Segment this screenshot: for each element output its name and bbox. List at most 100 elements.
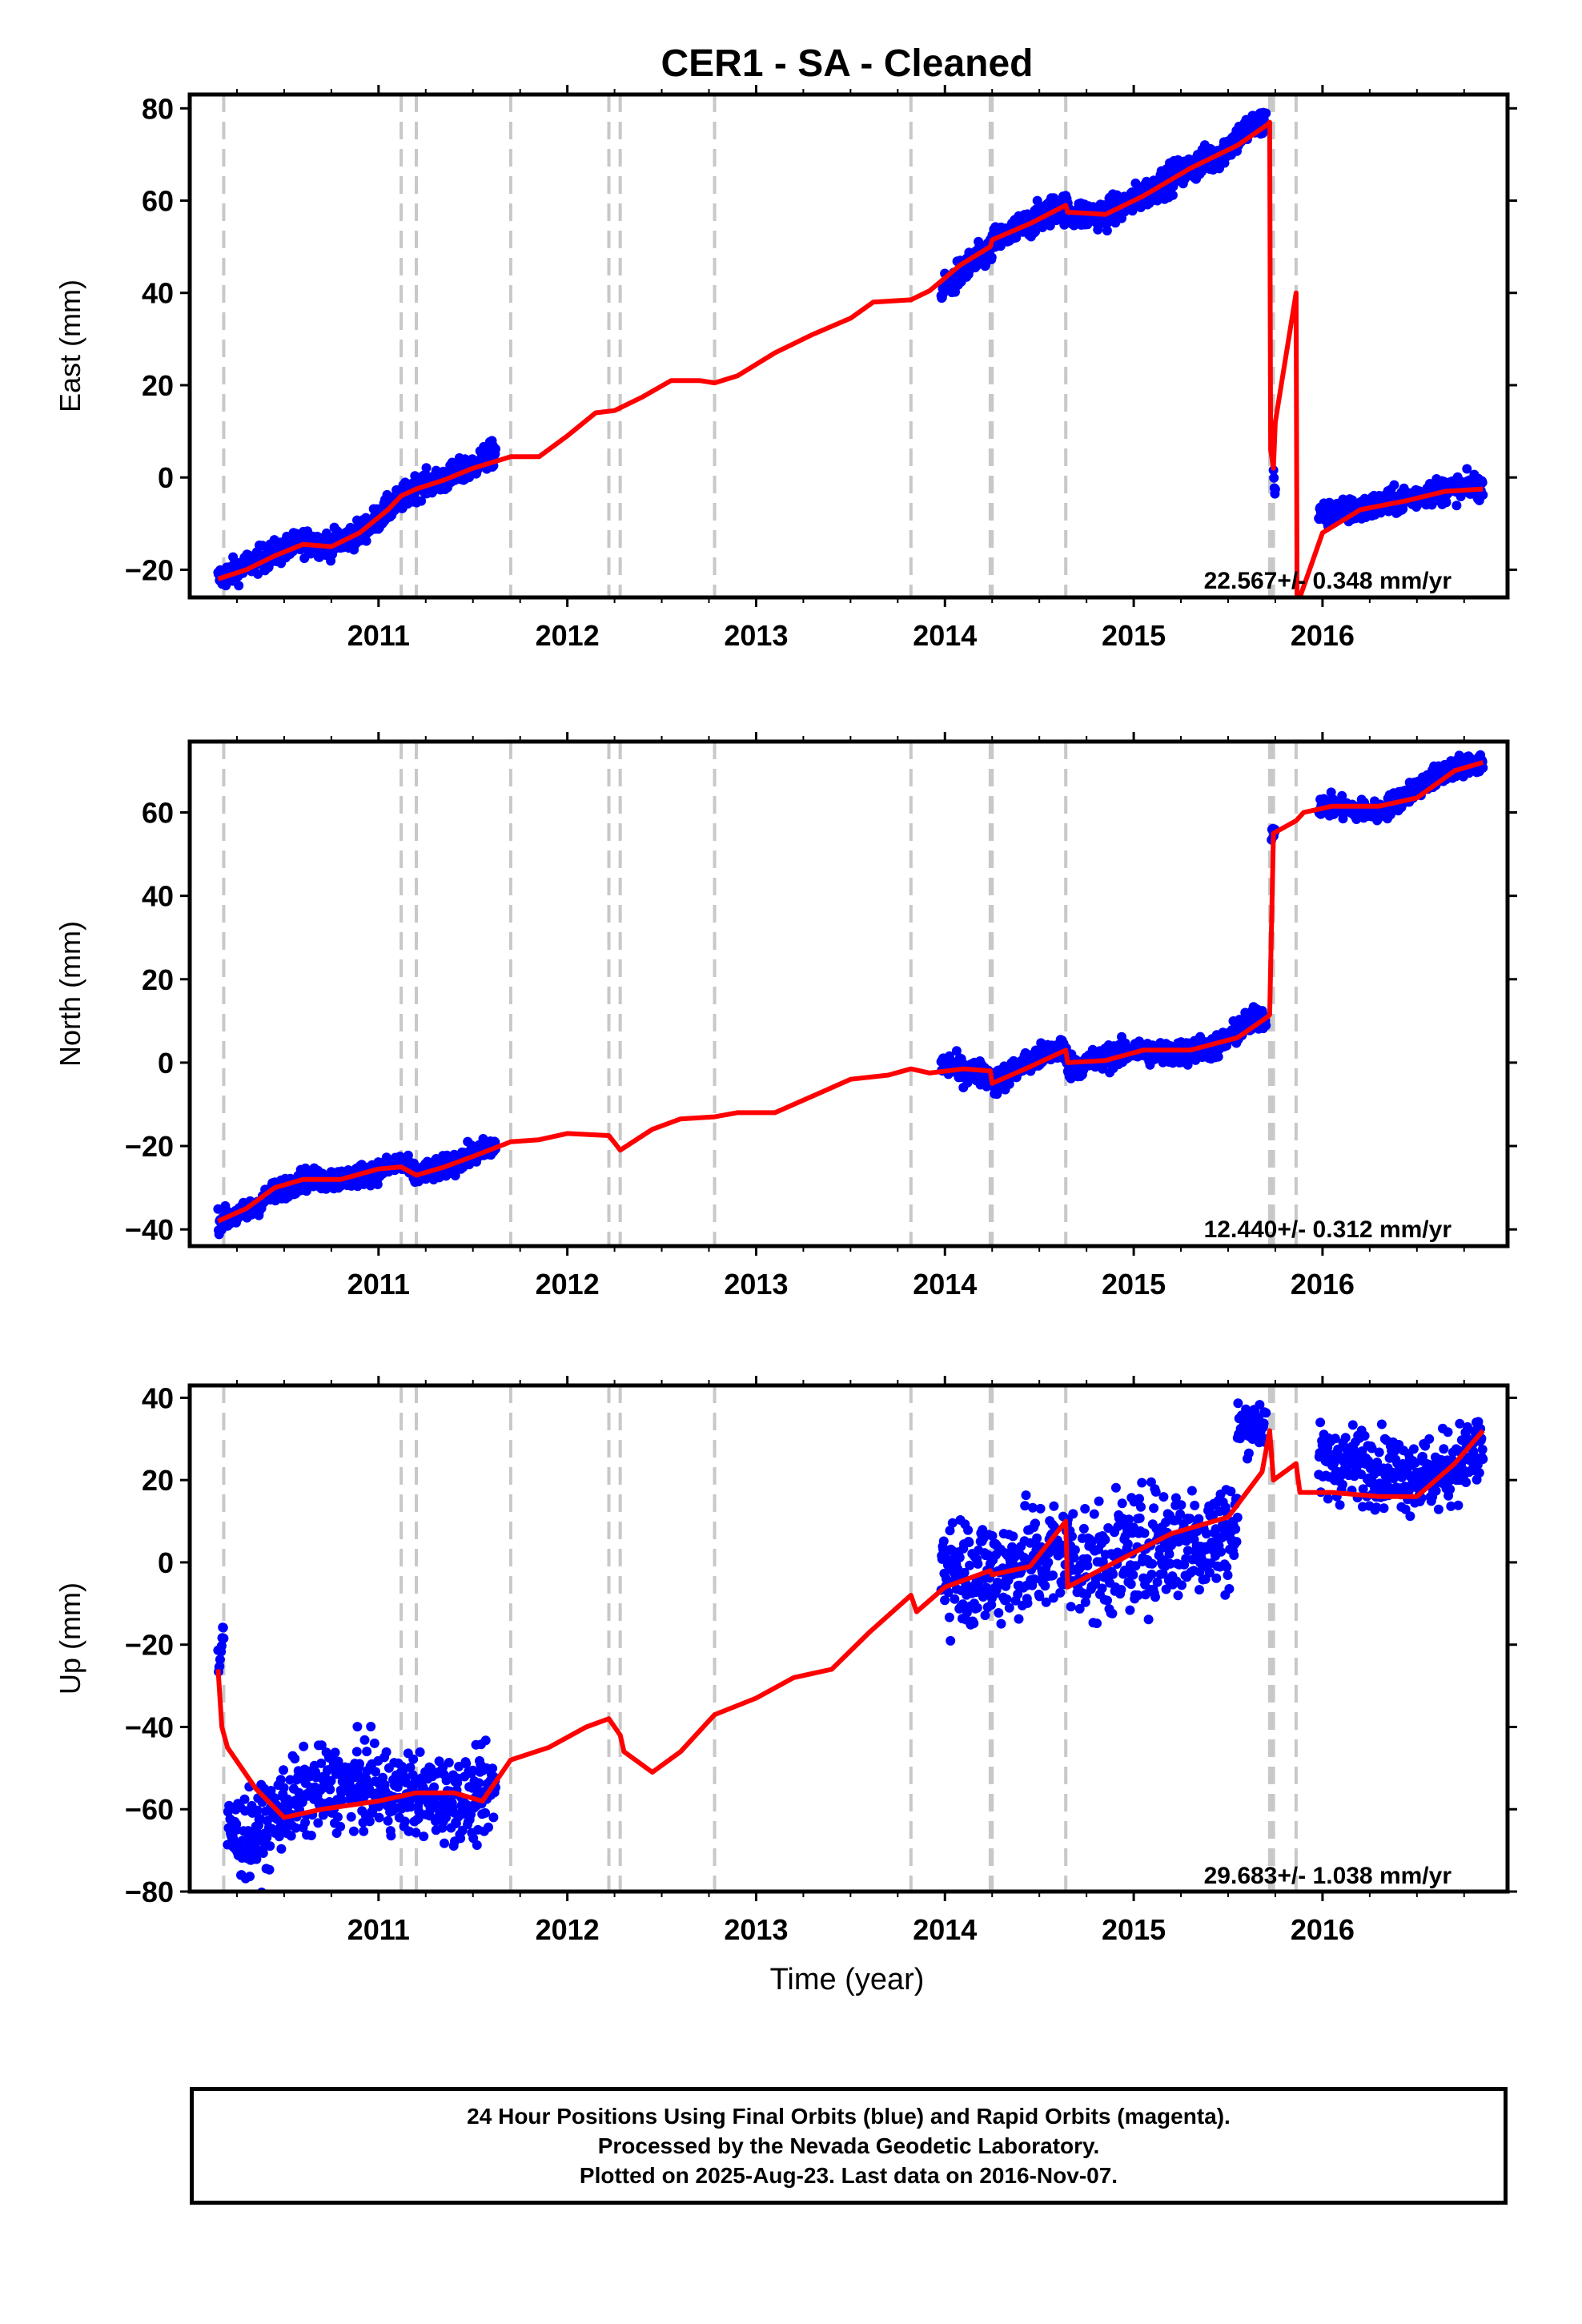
data-point: [335, 1822, 345, 1831]
data-point: [1360, 1431, 1370, 1441]
data-point: [1478, 1454, 1488, 1464]
footer-box: 24 Hour Positions Using Final Orbits (bl…: [190, 2087, 1508, 2205]
data-point: [1269, 473, 1279, 483]
x-tick-label: 2015: [1102, 1268, 1166, 1301]
data-point: [955, 1553, 965, 1562]
data-point: [1070, 1545, 1080, 1554]
data-point: [1002, 1594, 1012, 1604]
data-point: [400, 1817, 410, 1827]
ticks-layer: 2011 2012 2013 2014 2015 2016−40−200204060: [125, 732, 1517, 1301]
data-point: [1229, 1550, 1239, 1560]
data-point: [1244, 1449, 1254, 1458]
footer-line-orbits: 24 Hour Positions Using Final Orbits (bl…: [467, 2101, 1231, 2131]
timeseries-figure: CER1 - SA - Cleaned 2011 2012 2013 2014 2015…: [0, 0, 1582, 2324]
data-point: [1259, 1418, 1269, 1428]
data-point: [1338, 1480, 1347, 1490]
y-tick-label: −40: [125, 1213, 174, 1246]
data-point: [963, 1526, 973, 1535]
x-tick-label: 2011: [347, 1913, 410, 1946]
data-point: [1094, 1497, 1104, 1506]
y-tick-label: −80: [125, 1876, 174, 1908]
x-tick-label: 2012: [536, 1268, 600, 1301]
data-point: [1022, 1490, 1031, 1500]
data-point: [360, 1735, 370, 1745]
x-tick-label: 2015: [1102, 1913, 1166, 1946]
data-point: [416, 1747, 425, 1757]
y-tick-label: 20: [142, 1464, 174, 1497]
data-point: [333, 1812, 343, 1822]
data-point: [1461, 1478, 1471, 1487]
data-point: [1030, 1518, 1040, 1528]
data-point: [480, 1808, 490, 1818]
x-tick-label: 2013: [724, 1913, 788, 1946]
events-layer: [223, 1385, 1295, 1892]
y-tick-label: 20: [142, 369, 174, 402]
data-point: [1125, 1606, 1134, 1615]
data-point: [234, 581, 243, 590]
data-point: [994, 1608, 1003, 1618]
data-point: [945, 1613, 954, 1622]
data-point: [1216, 1547, 1226, 1557]
data-point: [276, 1844, 286, 1854]
data-point: [422, 463, 432, 472]
data-point: [997, 1619, 1006, 1629]
data-point: [383, 1816, 393, 1826]
data-point: [253, 1806, 263, 1815]
data-point: [1118, 1498, 1127, 1508]
y-tick-label: 80: [142, 92, 174, 125]
y-axis-label: East (mm): [54, 279, 86, 412]
x-tick-label: 2011: [347, 619, 410, 652]
data-point: [950, 1594, 959, 1604]
ticks-layer: 2011 2012 2013 2014 2015 2016−80−60−40−200204…: [125, 1376, 1517, 1946]
data-point: [1315, 1417, 1325, 1427]
data-point: [1036, 1504, 1046, 1514]
data-point: [219, 1623, 228, 1633]
data-point: [1375, 1448, 1384, 1458]
y-tick-label: 0: [158, 1047, 174, 1080]
data-point: [349, 1827, 359, 1836]
x-axis-label: Time (year): [770, 1963, 925, 1996]
data-point: [973, 1603, 982, 1613]
x-tick-label: 2016: [1291, 1268, 1355, 1301]
y-tick-label: 60: [142, 185, 174, 218]
data-point: [245, 1872, 255, 1881]
data-point: [375, 1813, 384, 1823]
data-point: [1231, 1524, 1240, 1534]
model-layer: [218, 1431, 1483, 1818]
y-tick-label: −20: [125, 1629, 174, 1662]
data-point: [987, 252, 997, 262]
data-point: [1335, 1500, 1345, 1510]
panel-up: 2011 2012 2013 2014 2015 2016−80−60−40−200204…: [54, 1376, 1517, 1996]
model-line: [218, 1431, 1483, 1818]
x-tick-label: 2011: [347, 1268, 410, 1301]
model-line: [218, 123, 1483, 597]
data-point: [382, 1747, 391, 1757]
data-point: [1377, 1420, 1387, 1429]
data-point: [1126, 1579, 1136, 1589]
data-point: [1434, 1505, 1443, 1514]
y-axis-label: North (mm): [54, 921, 86, 1067]
data-point: [1165, 1550, 1174, 1559]
data-point: [965, 1561, 974, 1570]
x-tick-label: 2016: [1291, 619, 1355, 652]
data-point: [1185, 1514, 1195, 1523]
data-point: [1478, 1445, 1488, 1454]
data-point: [1100, 1535, 1110, 1545]
chart-title: CER1 - SA - Cleaned: [661, 42, 1034, 85]
data-point: [474, 1778, 484, 1787]
x-tick-label: 2016: [1291, 1913, 1355, 1946]
x-tick-label: 2014: [913, 1913, 977, 1946]
data-point: [1116, 1585, 1126, 1594]
data-point: [969, 1618, 978, 1628]
data-point: [484, 1823, 493, 1832]
data-point: [386, 1831, 396, 1840]
data-point: [362, 1747, 371, 1756]
x-tick-label: 2014: [913, 1268, 977, 1301]
data-point: [1261, 108, 1271, 118]
data-point: [331, 1747, 340, 1757]
data-point: [240, 1795, 250, 1804]
data-point: [1168, 191, 1178, 200]
data-point: [1043, 1558, 1053, 1567]
data-point: [373, 1180, 383, 1189]
data-point: [1023, 1598, 1033, 1608]
